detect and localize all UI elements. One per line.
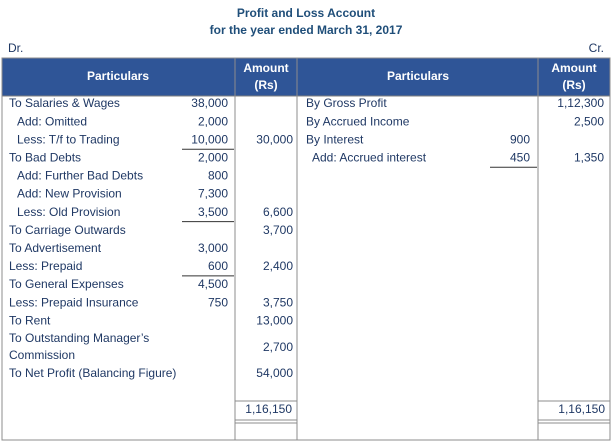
col-particulars: Particulars [387,69,449,83]
inner-amount: 900 [510,132,530,146]
particulars: Add: Further Bad Debts [17,169,143,183]
particulars: To Rent [9,313,51,327]
particulars: Add: Omitted [17,114,87,128]
inner-amount: 4,500 [198,277,228,291]
amount: 30,000 [256,132,293,146]
inner-amount: 7,300 [198,187,228,201]
particulars: Less: Old Provision [17,205,120,219]
inner-amount: 38,000 [191,96,228,110]
inner-amount: 3,500 [198,205,228,219]
cr-label: Cr. [589,41,604,55]
amount: 54,000 [256,366,293,380]
particulars: To Net Profit (Balancing Figure) [9,366,176,380]
amount: 1,350 [574,150,604,164]
amount: 2,500 [574,114,604,128]
inner-amount: 10,000 [191,132,228,146]
dr-label: Dr. [8,41,23,55]
inner-amount: 3,000 [198,241,228,255]
particulars: To Carriage Outwards [9,223,126,237]
title: Profit and Loss Account [237,6,375,20]
amount: 3,700 [263,223,293,237]
total: 1,16,150 [245,402,292,416]
total: 1,16,150 [558,402,605,416]
inner-amount: 450 [510,150,530,164]
particulars: Less: Prepaid Insurance [9,295,139,309]
amount: 13,000 [256,313,293,327]
particulars: By Gross Profit [306,96,387,110]
inner-amount: 800 [208,169,228,183]
particulars: Less: T/f to Trading [17,132,120,146]
header-band [1,57,611,97]
subtitle: for the year ended March 31, 2017 [210,23,403,37]
particulars: To Salaries & Wages [9,96,120,110]
particulars: Add: Accrued interest [312,150,427,164]
inner-amount: 2,000 [198,150,228,164]
particulars: To Outstanding Manager’s Commission [9,331,149,362]
inner-amount: 750 [208,295,228,309]
col-amount: Amount (Rs) [551,61,596,92]
particulars: By Accrued Income [306,114,410,128]
amount: 2,400 [263,259,293,273]
particulars: To Advertisement [9,241,102,255]
col-amount: Amount (Rs) [243,61,288,92]
amount: 1,12,300 [557,96,604,110]
particulars: Less: Prepaid [9,259,82,273]
inner-amount: 2,000 [198,114,228,128]
inner-amount: 600 [208,259,228,273]
grid [1,57,611,441]
particulars: Add: New Provision [17,187,122,201]
particulars: To Bad Debts [9,150,81,164]
particulars: To General Expenses [9,277,124,291]
particulars: By Interest [306,132,364,146]
amount: 2,700 [263,340,293,354]
col-particulars: Particulars [87,69,149,83]
amount: 6,600 [263,205,293,219]
amount: 3,750 [263,295,293,309]
